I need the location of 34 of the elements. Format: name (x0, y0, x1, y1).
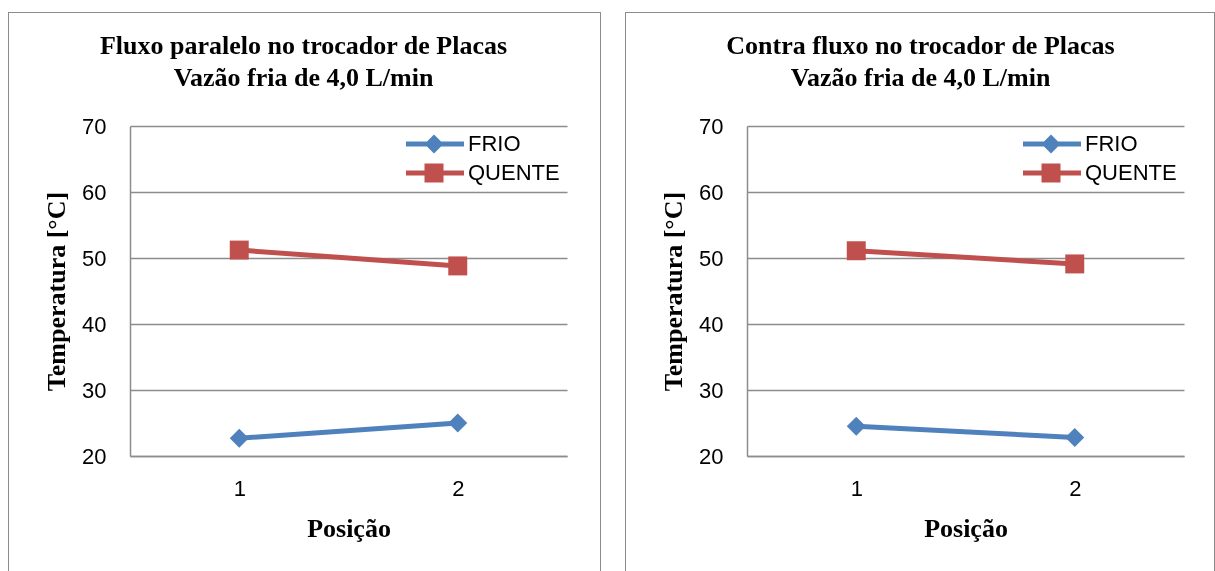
x-tick-label: 1 (233, 475, 246, 501)
x-axis-title: Posição (924, 513, 1008, 543)
y-tick-label: 40 (699, 311, 724, 337)
y-tick-label: 60 (699, 179, 724, 205)
y-tick-label: 20 (82, 443, 107, 469)
y-tick-label: 30 (699, 377, 724, 403)
point (846, 416, 866, 436)
legend-label: QUENTE (468, 160, 560, 185)
y-tick-label: 50 (699, 245, 724, 271)
y-tick-label: 50 (82, 245, 107, 271)
y-axis-title: Temperatura [°C] (42, 191, 72, 392)
point (229, 240, 249, 260)
point (448, 256, 468, 276)
x-tick-label: 2 (452, 475, 465, 501)
chart-title: Contra fluxo no trocador de Placas Vazão fria de 4,0 L/min (726, 31, 1115, 92)
legend-label: FRIO (468, 131, 521, 156)
y-tick-label: 70 (82, 113, 107, 139)
point (448, 413, 468, 433)
y-tick-label: 20 (699, 443, 724, 469)
y-tick-label: 40 (82, 311, 107, 337)
x-tick-label: 2 (1069, 475, 1082, 501)
y-tick-label: 70 (699, 113, 724, 139)
point (1065, 428, 1085, 448)
point (846, 241, 866, 261)
point (1065, 254, 1085, 274)
legend-label: FRIO (1085, 131, 1138, 156)
point (229, 428, 249, 448)
y-axis-title: Temperatura [°C] (659, 191, 689, 392)
legend-label: QUENTE (1085, 160, 1177, 185)
x-axis-title: Posição (307, 513, 391, 543)
y-tick-label: 60 (82, 179, 107, 205)
chart-title: Fluxo paralelo no trocador de Placas Vazão fria de 4,0 L/min (99, 31, 508, 92)
y-tick-label: 30 (82, 377, 107, 403)
x-tick-label: 1 (850, 475, 863, 501)
